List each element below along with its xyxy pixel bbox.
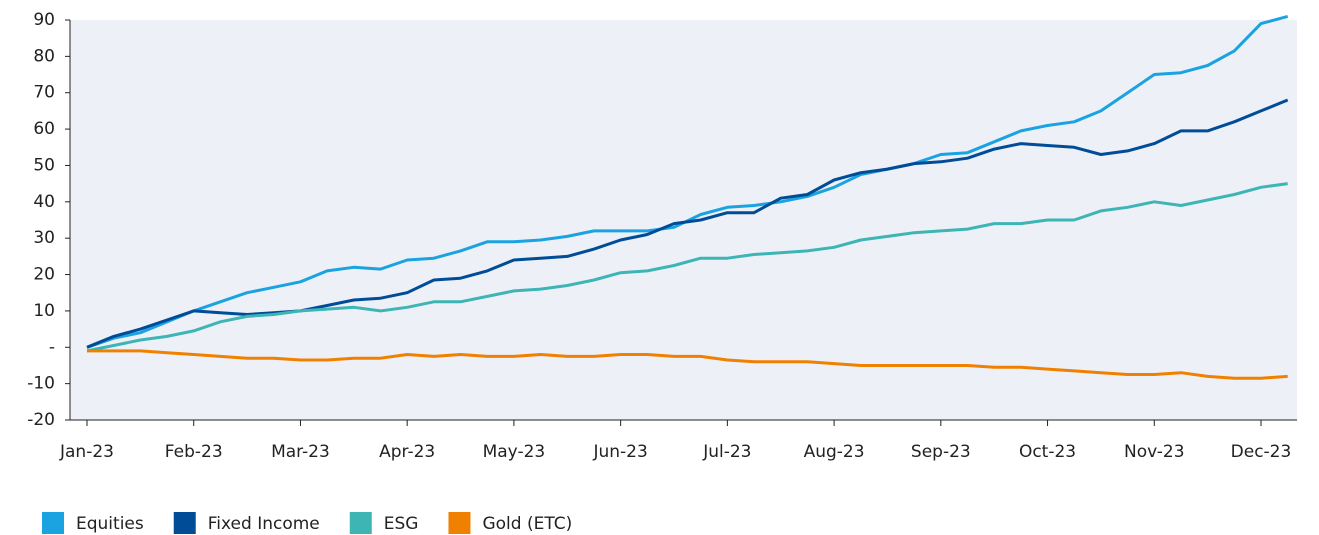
series-line bbox=[87, 349, 1288, 380]
y-tick-label: -20 bbox=[27, 410, 55, 430]
legend-label: ESG bbox=[384, 514, 419, 534]
y-tick-label: - bbox=[49, 337, 55, 357]
x-tick-label: Nov-23 bbox=[1124, 442, 1185, 462]
y-tick-label: 10 bbox=[33, 301, 55, 321]
y-tick-label: 80 bbox=[33, 46, 55, 66]
legend-swatch bbox=[42, 512, 64, 534]
x-tick-label: Jan-23 bbox=[59, 442, 114, 462]
series-line bbox=[86, 182, 1288, 353]
plot-area bbox=[70, 20, 1297, 420]
y-tick-label: 70 bbox=[33, 83, 55, 103]
legend-swatch bbox=[349, 512, 372, 534]
x-tick-label: May-23 bbox=[483, 442, 546, 462]
legend-swatch bbox=[173, 512, 196, 534]
y-tick-label: -10 bbox=[27, 374, 55, 394]
x-tick-label: Apr-23 bbox=[379, 442, 435, 462]
x-tick-label: Mar-23 bbox=[271, 442, 330, 462]
x-tick-label: Jul-23 bbox=[702, 442, 751, 462]
x-tick-label: Feb-23 bbox=[165, 442, 223, 462]
x-tick-label: Oct-23 bbox=[1019, 442, 1076, 462]
x-tick-label: Sep-23 bbox=[911, 442, 971, 462]
legend-label: Equities bbox=[76, 514, 144, 534]
y-tick-label: 30 bbox=[33, 228, 55, 248]
x-tick-label: Jun-23 bbox=[592, 442, 647, 462]
legend-label: Fixed Income bbox=[208, 514, 320, 534]
x-tick-label: Aug-23 bbox=[804, 442, 865, 462]
legend-label: Gold (ETC) bbox=[482, 514, 572, 534]
y-tick-label: 50 bbox=[33, 155, 55, 175]
x-tick-label: Dec-23 bbox=[1231, 442, 1292, 462]
y-tick-label: 60 bbox=[33, 119, 55, 139]
y-tick-label: 90 bbox=[33, 10, 55, 30]
y-tick-label: 40 bbox=[33, 192, 55, 212]
y-tick-label: 20 bbox=[33, 265, 55, 285]
legend-swatch bbox=[448, 512, 471, 534]
